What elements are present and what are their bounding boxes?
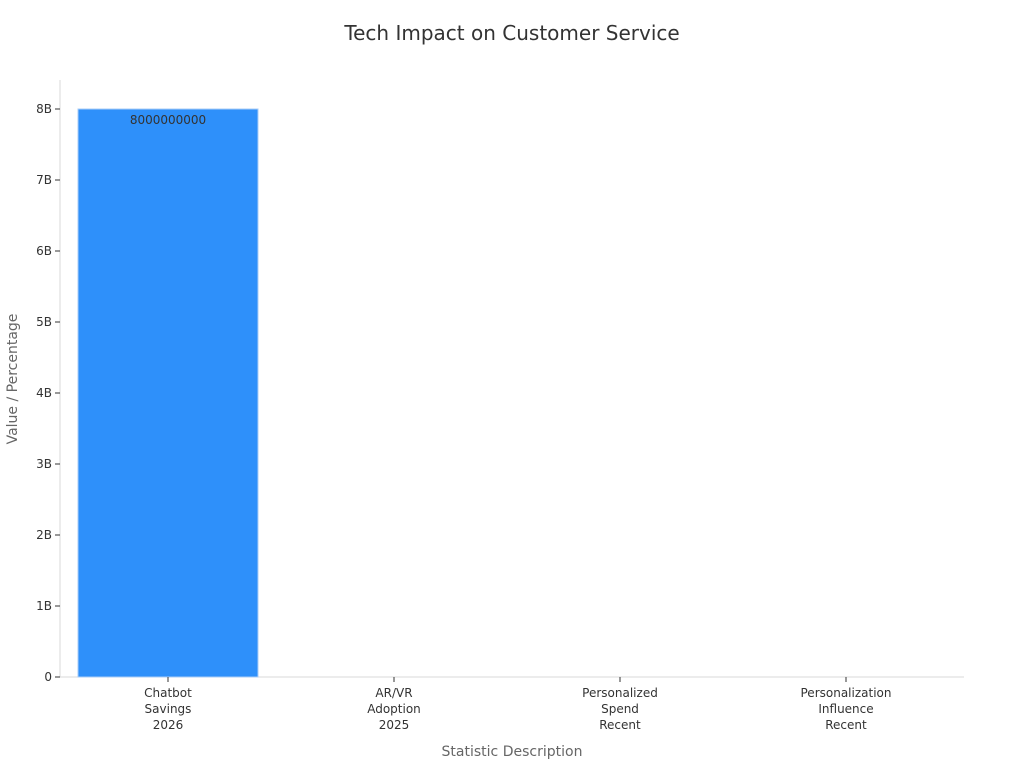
- bar-data-label: 8000000000: [130, 113, 206, 127]
- y-tick-label: 0: [44, 670, 52, 684]
- y-tick-label: 4B: [36, 386, 52, 400]
- x-tick-label: Spend: [601, 702, 639, 716]
- x-tick-label: Recent: [825, 718, 867, 732]
- chart-title: Tech Impact on Customer Service: [343, 21, 679, 45]
- x-tick-label: 2026: [153, 718, 184, 732]
- x-tick-label: Savings: [145, 702, 192, 716]
- y-tick-label: 5B: [36, 315, 52, 329]
- bar: [77, 108, 259, 678]
- y-tick-label: 6B: [36, 244, 52, 258]
- bars-group: 8000000000: [77, 108, 259, 678]
- x-tick-label: Recent: [599, 718, 641, 732]
- y-tick-label: 2B: [36, 528, 52, 542]
- y-axis-label: Value / Percentage: [5, 314, 21, 445]
- y-axis-ticks: 0 1B 2B 3B 4B 5B 6B 7B 8B: [36, 102, 60, 684]
- x-axis-ticks: Chatbot Savings 2026 AR/VR Adoption 2025 Perso…: [144, 677, 891, 732]
- x-tick-label: Chatbot: [144, 686, 192, 700]
- y-tick-label: 7B: [36, 173, 52, 187]
- y-tick-label: 3B: [36, 457, 52, 471]
- x-tick-label: AR/VR: [375, 686, 412, 700]
- x-tick-label: Adoption: [367, 702, 421, 716]
- x-tick-label: Influence: [818, 702, 873, 716]
- y-tick-label: 1B: [36, 599, 52, 613]
- x-tick-label: Personalization: [801, 686, 892, 700]
- x-tick-label: 2025: [379, 718, 410, 732]
- x-tick-label: Personalized: [582, 686, 658, 700]
- y-tick-label: 8B: [36, 102, 52, 116]
- x-axis-label: Statistic Description: [442, 744, 583, 760]
